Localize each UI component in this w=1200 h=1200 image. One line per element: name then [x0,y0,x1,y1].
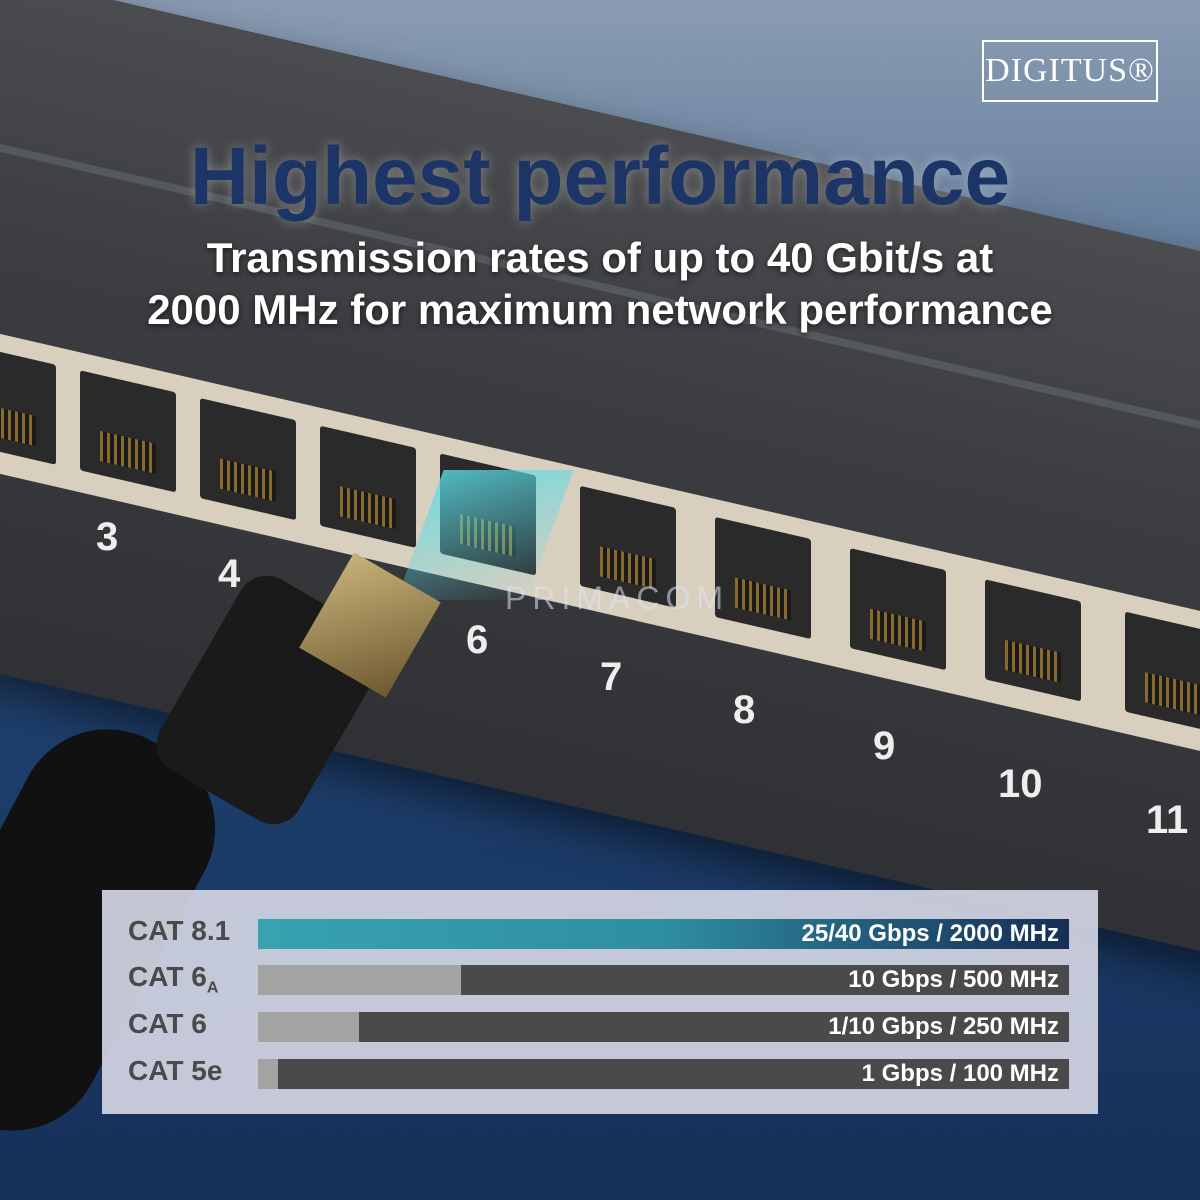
headline: Highest performance [189,131,1011,222]
category-subscript: A [206,979,219,997]
category-name: CAT 5e [128,1055,223,1086]
rj45-port [80,370,176,493]
rj45-port [715,516,811,640]
spec-label: 1/10 Gbps / 250 MHz [828,1013,1059,1040]
bar-track: 1 Gbps / 100 MHz [258,1059,1069,1089]
subheadline-line-2: 2000 MHz for maximum network performance [147,286,1053,333]
cable-category-comparison: CAT 8.1 25/40 Gbps / 2000 MHz CAT 6A 10 G… [102,890,1098,1114]
spec-label: 1 Gbps / 100 MHz [861,1060,1059,1087]
comparison-row: CAT 6 1/10 Gbps / 250 MHz [102,1008,1098,1042]
category-name: CAT 8.1 [128,915,231,946]
spec-label: 25/40 Gbps / 2000 MHz [801,920,1059,947]
bar-fill [258,1059,279,1089]
bar-track: 10 Gbps / 500 MHz [258,965,1069,995]
category-label: CAT 6A [128,961,218,998]
rj45-port [1125,611,1200,734]
bar-fill [258,919,1069,949]
comparison-row: CAT 6A 10 Gbps / 500 MHz [102,961,1098,997]
digitus-logo: DIGITUS® [982,40,1158,102]
watermark: PRIMACOM [505,580,729,616]
comparison-row: CAT 5e 1 Gbps / 100 MHz [102,1055,1098,1089]
category-label: CAT 8.1 [128,915,230,952]
category-name: CAT 6 [128,1008,207,1039]
rj45-port [200,398,296,521]
rj45-port [985,579,1081,702]
rj45-port [0,342,56,465]
rj45-port [850,548,946,671]
category-label: CAT 6 [128,1008,207,1045]
bar-fill [258,1012,360,1042]
category-name: CAT 6 [128,961,207,992]
category-label: CAT 5e [128,1055,222,1092]
bar-track: 1/10 Gbps / 250 MHz [258,1012,1069,1042]
spec-label: 10 Gbps / 500 MHz [848,966,1059,993]
bar-track: 25/40 Gbps / 2000 MHz [258,919,1069,949]
subheadline: Transmission rates of up to 40 Gbit/s at… [0,232,1200,336]
bar-fill [258,965,461,995]
subheadline-line-1: Transmission rates of up to 40 Gbit/s at [206,234,994,281]
comparison-row: CAT 8.1 25/40 Gbps / 2000 MHz [102,915,1098,949]
rj45-port [320,425,416,548]
